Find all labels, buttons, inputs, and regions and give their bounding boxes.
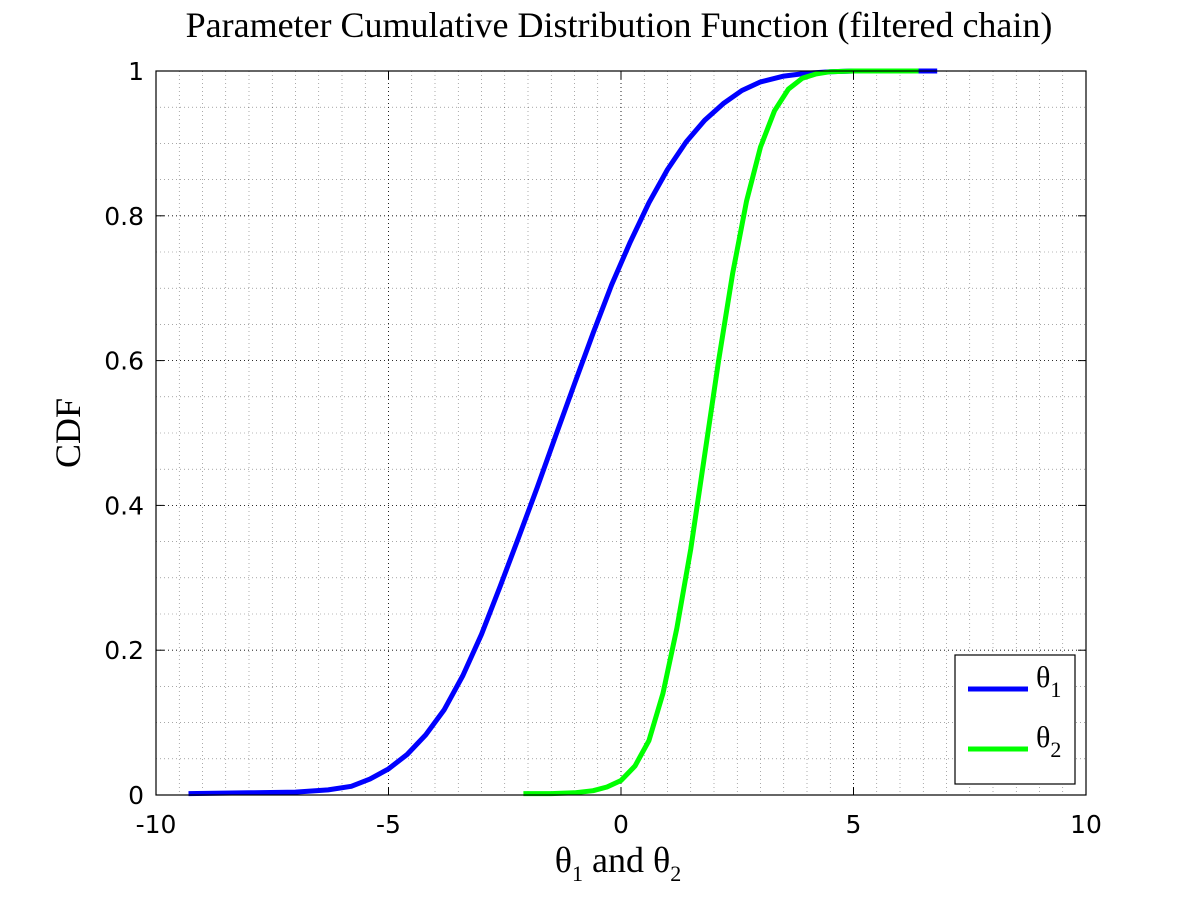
x-tick-labels: -10 -5 0 5 10 [136, 810, 1102, 839]
x-label-theta2: θ [653, 840, 670, 880]
x-label-theta1: θ [555, 840, 572, 880]
series-line-theta1 [188, 68, 938, 797]
x-label-and: and [583, 840, 653, 880]
axis-ticks [155, 70, 1087, 796]
x-tick-label: 10 [1070, 810, 1102, 839]
x-tick-label: -10 [136, 810, 177, 839]
series-line-theta2 [523, 68, 919, 797]
legend: θ1 θ2 [954, 654, 1076, 785]
y-axis-label: CDF [48, 398, 88, 468]
y-tick-label: 0.2 [104, 636, 144, 665]
legend-label-theta1: θ1 [1036, 661, 1061, 702]
legend-box [954, 654, 1076, 785]
x-tick-label: -5 [376, 810, 401, 839]
legend-theta1-sub: 1 [1050, 677, 1061, 702]
y-tick-label: 0.6 [104, 347, 144, 376]
legend-theta1-symbol: θ [1036, 661, 1050, 694]
legend-theta2-sub: 2 [1050, 737, 1061, 762]
y-tick-label: 1 [128, 57, 144, 86]
y-tick-label: 0 [128, 781, 144, 810]
x-axis-label: θ1 and θ2 [555, 840, 681, 886]
series-layer [188, 68, 938, 797]
y-tick-label: 0.4 [104, 491, 144, 520]
legend-theta2-symbol: θ [1036, 721, 1050, 754]
x-tick-label: 0 [613, 810, 629, 839]
y-tick-label: 0.8 [104, 202, 144, 231]
y-tick-labels: 0 0.2 0.4 0.6 0.8 1 [104, 57, 144, 810]
chart-title: Parameter Cumulative Distribution Functi… [186, 5, 1053, 45]
x-tick-label: 5 [846, 810, 862, 839]
x-label-sub1: 1 [572, 861, 583, 886]
legend-label-theta2: θ2 [1036, 721, 1061, 762]
x-label-sub2: 2 [670, 861, 681, 886]
